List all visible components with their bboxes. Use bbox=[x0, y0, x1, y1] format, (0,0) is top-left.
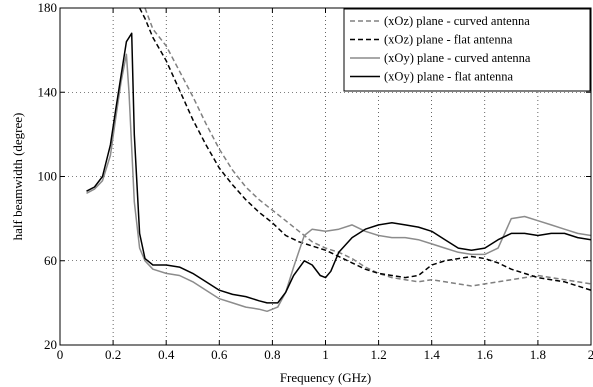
series-lines bbox=[86, 8, 591, 313]
y-tick-label: 180 bbox=[38, 0, 58, 15]
y-axis-label: half beamwidth (degree) bbox=[10, 113, 25, 241]
series-line-1 bbox=[144, 8, 591, 287]
x-tick-label: 1 bbox=[322, 347, 329, 362]
x-tick-label: 1.2 bbox=[370, 347, 386, 362]
legend-label-1: (xOz) plane - curved antenna bbox=[384, 14, 530, 28]
x-tick-label: 0.6 bbox=[211, 347, 228, 362]
x-tick-label: 1.8 bbox=[530, 347, 546, 362]
series-line-2 bbox=[138, 8, 591, 291]
y-tick-label: 20 bbox=[44, 337, 57, 352]
x-axis-label: Frequency (GHz) bbox=[280, 370, 371, 385]
series-line-3 bbox=[86, 53, 591, 313]
legend-label-4: (xOy) plane - flat antenna bbox=[384, 70, 514, 84]
y-tick-label: 140 bbox=[38, 84, 58, 99]
x-tick-label: 0.4 bbox=[158, 347, 175, 362]
y-tick-label: 100 bbox=[38, 169, 58, 184]
x-tick-label: 2 bbox=[588, 347, 593, 362]
series-line-4 bbox=[86, 32, 591, 304]
x-tick-label: 0 bbox=[57, 347, 64, 362]
legend-label-3: (xOy) plane - curved antenna bbox=[384, 51, 531, 65]
x-tick-label: 0.2 bbox=[105, 347, 121, 362]
axis-ticks: 0 0.2 0.4 0.6 0.8 1 1.2 1.4 1.6 1.8 2 20 60 100 140 180 bbox=[38, 0, 593, 362]
x-tick-label: 0.8 bbox=[264, 347, 280, 362]
x-tick-label: 1.4 bbox=[424, 347, 441, 362]
x-tick-label: 1.6 bbox=[477, 347, 494, 362]
legend: (xOz) plane - curved antenna (xOz) plane … bbox=[343, 8, 591, 92]
legend-box bbox=[343, 8, 591, 92]
legend-label-2: (xOz) plane - flat antenna bbox=[384, 33, 513, 47]
y-tick-label: 60 bbox=[44, 253, 57, 268]
